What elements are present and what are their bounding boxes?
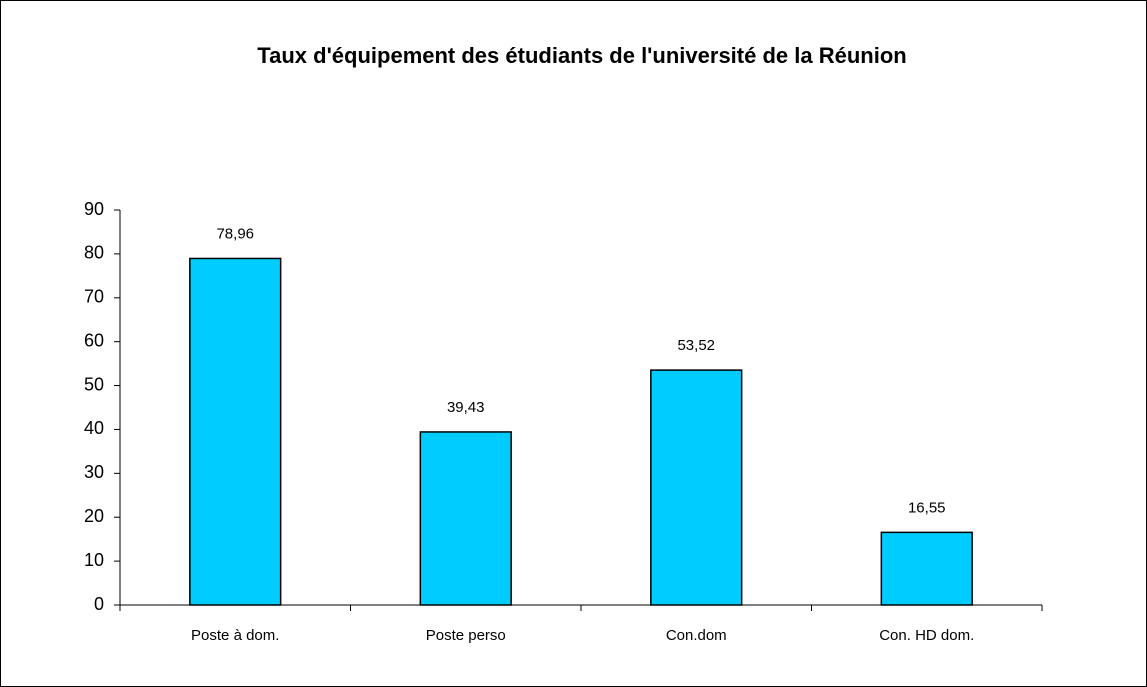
x-tick-label: Con. HD dom. xyxy=(879,627,974,644)
y-tick-label: 60 xyxy=(84,330,104,350)
y-tick-label: 50 xyxy=(84,374,104,394)
y-tick-label: 30 xyxy=(84,462,104,482)
value-label: 16,55 xyxy=(908,499,946,516)
value-label: 78,96 xyxy=(216,225,254,242)
bar xyxy=(880,531,973,606)
y-tick-label: 80 xyxy=(84,243,104,263)
bar xyxy=(650,369,743,606)
y-tick-label: 90 xyxy=(84,199,104,219)
chart-title: Taux d'équipement des étudiants de l'uni… xyxy=(257,43,906,68)
x-tick-label: Con.dom xyxy=(666,627,727,644)
y-tick-label: 70 xyxy=(84,287,104,307)
y-tick-label: 10 xyxy=(84,550,104,570)
bar xyxy=(419,431,512,606)
value-label: 53,52 xyxy=(677,337,715,354)
y-tick-label: 0 xyxy=(94,594,104,614)
value-label: 39,43 xyxy=(447,399,485,416)
x-tick-label: Poste à dom. xyxy=(191,627,279,644)
y-tick-label: 20 xyxy=(84,506,104,526)
bar xyxy=(189,257,282,606)
y-tick-label: 40 xyxy=(84,418,104,438)
x-tick-label: Poste perso xyxy=(426,627,506,644)
